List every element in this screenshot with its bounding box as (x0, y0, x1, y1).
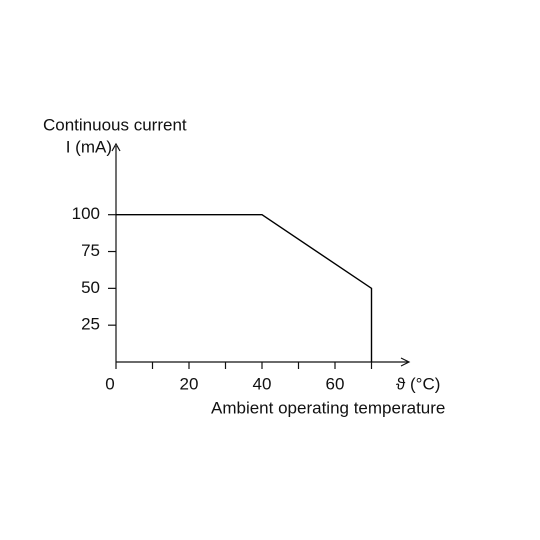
x-tick-label: 20 (180, 374, 199, 393)
y-axis-unit: I (mA) (66, 137, 112, 156)
y-axis-arrow (111, 142, 121, 152)
derating-line (116, 214, 373, 362)
y-tick-label: 50 (81, 278, 100, 297)
y-axis-label: Continuous current (43, 115, 187, 134)
y-tick-label: 25 (81, 315, 100, 334)
x-axis-label: Ambient operating temperature (211, 398, 445, 417)
y-tick-label: 75 (81, 241, 100, 260)
x-tick-label: 40 (253, 374, 272, 393)
y-tick-label: 100 (72, 204, 100, 223)
x-axis-arrow (400, 357, 411, 367)
x-tick-label: 60 (326, 374, 345, 393)
x-tick-label: 0 (105, 374, 114, 393)
x-axis-unit: ϑ (°C) (396, 374, 440, 393)
